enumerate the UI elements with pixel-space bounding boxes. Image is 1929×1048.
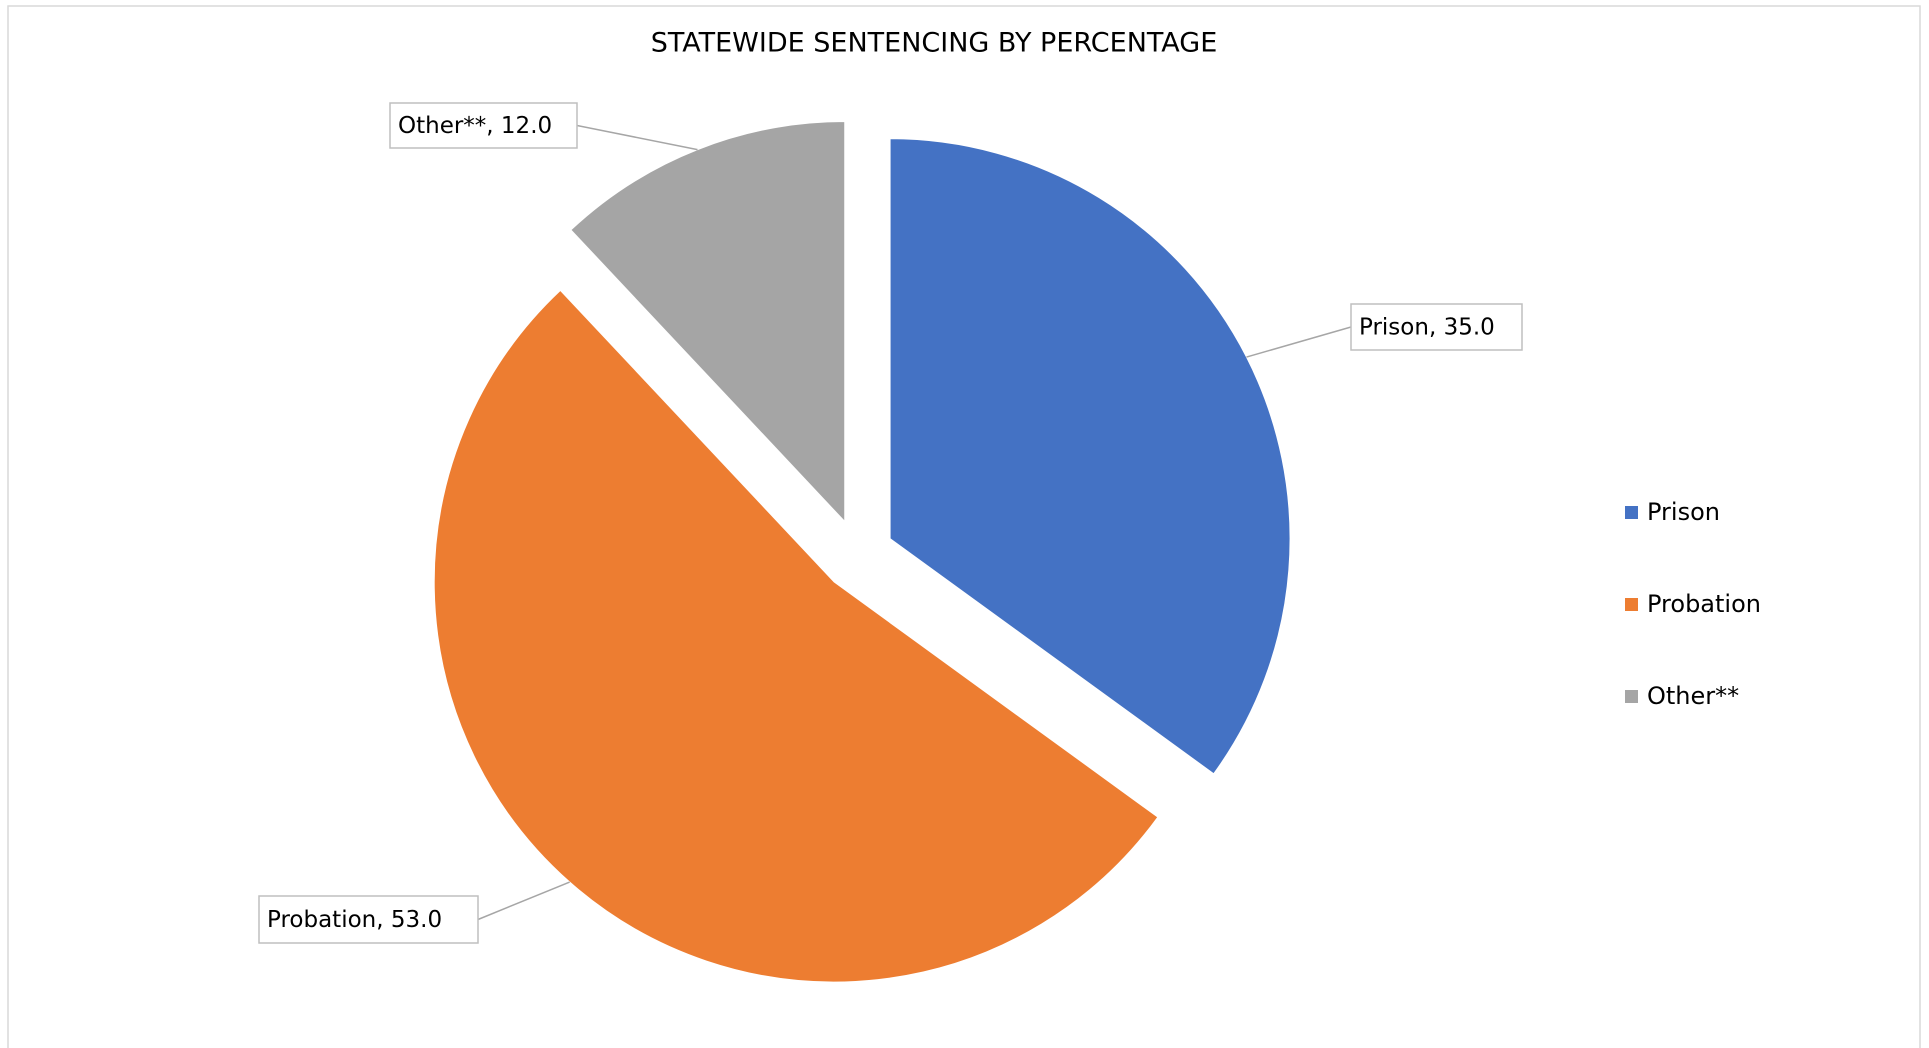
pie-slice xyxy=(570,121,846,523)
data-label: Probation, 53.0 xyxy=(267,907,442,933)
legend-label: Other** xyxy=(1647,682,1739,710)
pie-slice xyxy=(889,138,1291,775)
data-label-box xyxy=(389,102,578,149)
legend-label: Prison xyxy=(1647,498,1720,526)
chart-title: STATEWIDE SENTENCING BY PERCENTAGE xyxy=(651,28,1218,59)
legend-swatch xyxy=(1625,506,1638,519)
leader-line xyxy=(1246,326,1352,358)
legend-swatch xyxy=(1625,690,1638,703)
data-label: Other**, 12.0 xyxy=(398,113,552,139)
data-label-box xyxy=(1350,303,1523,351)
data-label: Prison, 35.0 xyxy=(1359,315,1495,341)
leader-line xyxy=(477,881,570,921)
legend-swatch xyxy=(1625,598,1638,611)
legend-label: Probation xyxy=(1647,590,1761,618)
data-label-box xyxy=(258,895,479,944)
leader-line xyxy=(576,124,698,151)
